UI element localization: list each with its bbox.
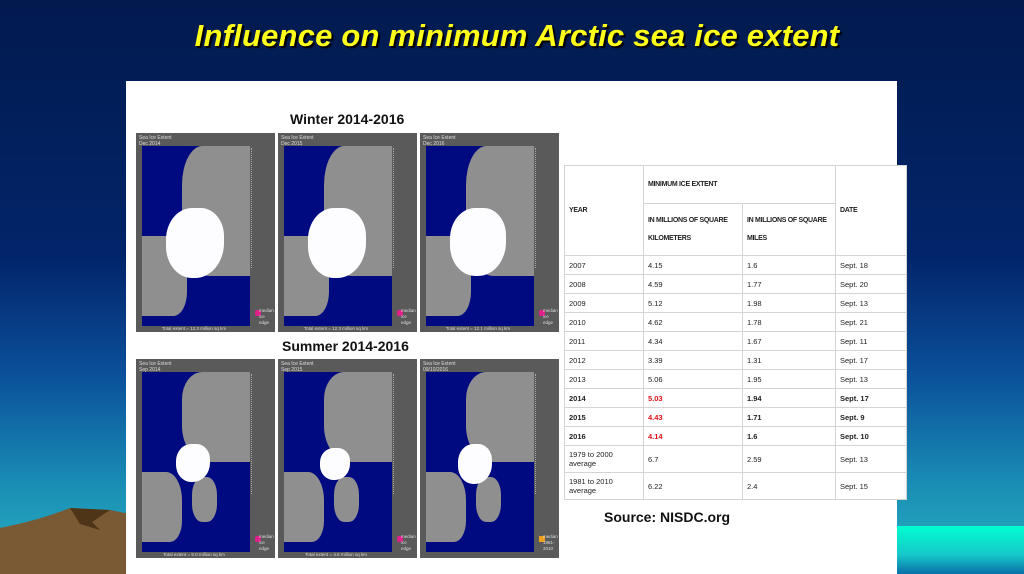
desert-dune-decoration [0,508,130,574]
winter-label: Winter 2014-2016 [290,111,405,127]
winter-map-2014: Sea Ice Extent Dec 2014 median ice edge To… [136,133,275,332]
winter-map-2016: Sea Ice Extent Dec 2016 median ice edge To… [420,133,559,332]
table-row: 2011 4.34 1.67 Sept. 11 [564,331,907,351]
table-row-average: 1979 to 2000 average 6.7 2.59 Sept. 13 [564,445,907,473]
table-row: 2007 4.15 1.6 Sept. 18 [564,255,907,275]
slide-title: Influence on minimum Arctic sea ice exte… [194,18,840,53]
summer-label: Summer 2014-2016 [282,338,409,354]
table-row-highlight: 2015 4.43 1.71 Sept. 9 [564,407,907,427]
header-year: YEAR [564,165,644,256]
sea-decoration [897,526,1024,574]
summer-map-2015: Sea Ice Extent Sep 2015 median ice edge To… [278,359,417,558]
table-row-average: 1981 to 2010 average 6.22 2.4 Sept. 15 [564,472,907,500]
header-date: DATE [835,165,907,256]
table-row: 2012 3.39 1.31 Sept. 17 [564,350,907,370]
header-miles: IN MILLIONS OF SQUARE MILES [742,203,836,256]
header-min-extent: MINIMUM ICE EXTENT [643,165,836,204]
table-row: 2009 5.12 1.98 Sept. 13 [564,293,907,313]
ice-extent-table: YEAR MINIMUM ICE EXTENT DATE IN MILLIONS… [564,165,907,500]
table-row-highlight: 2016 4.14 1.6 Sept. 10 [564,426,907,446]
source-label: Source: NISDC.org [604,509,731,525]
winter-map-2015: Sea Ice Extent Dec 2015 median ice edge To… [278,133,417,332]
table-row: 2013 5.06 1.95 Sept. 13 [564,369,907,389]
summer-map-2016: Sea Ice Extent 09/10/2016 median 1981-2010 [420,359,559,558]
table-row-highlight: 2014 5.03 1.94 Sept. 17 [564,388,907,408]
table-row: 2010 4.62 1.78 Sept. 21 [564,312,907,332]
summer-map-2014: Sea Ice Extent Sep 2014 median ice edge To… [136,359,275,558]
header-km: IN MILLIONS OF SQUARE KILOMETERS [643,203,743,256]
table-row: 2008 4.59 1.77 Sept. 20 [564,274,907,294]
